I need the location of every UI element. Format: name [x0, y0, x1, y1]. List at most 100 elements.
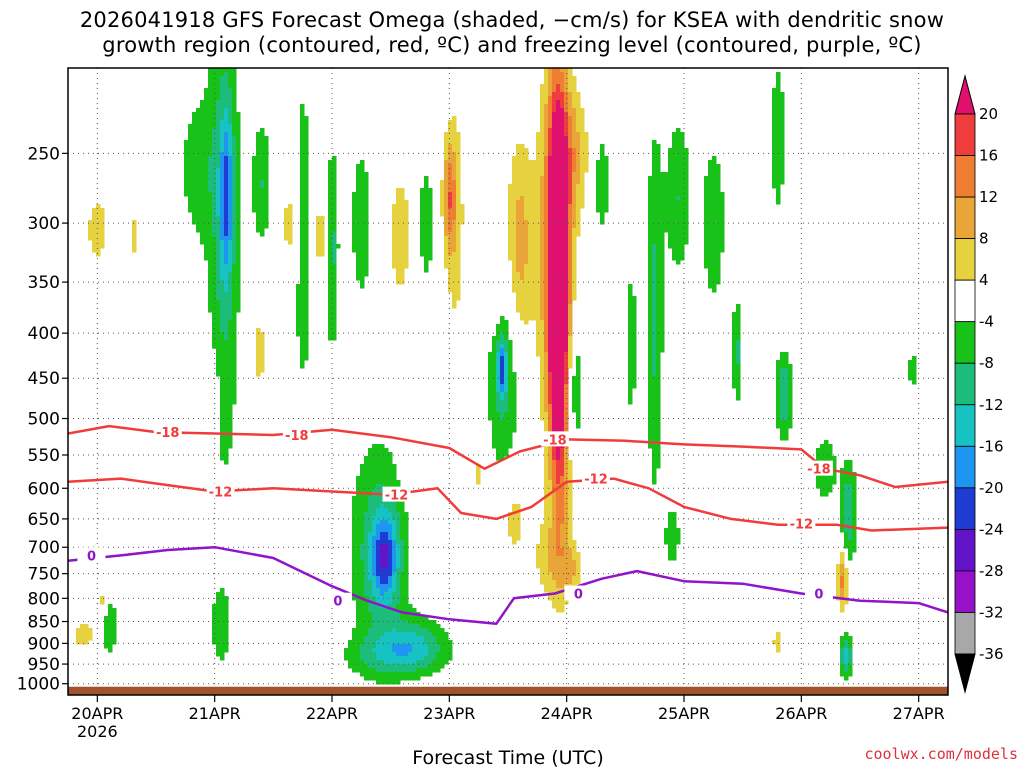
omega-cell [404, 540, 409, 545]
omega-cell [836, 592, 841, 597]
omega-cell [224, 284, 229, 289]
omega-cell [332, 252, 337, 257]
omega-cell [288, 204, 293, 209]
omega-cell [448, 216, 457, 221]
omega-cell [296, 328, 309, 333]
omega-cell [216, 248, 221, 253]
omega-cell [736, 396, 741, 401]
omega-cell [328, 184, 337, 189]
source-credit[interactable]: coolwx.com/models [864, 745, 1018, 763]
omega-cell [448, 244, 457, 249]
omega-cell [344, 648, 361, 653]
colorbar-bin [954, 196, 976, 240]
omega-cell [564, 84, 569, 89]
omega-cell [536, 324, 545, 329]
omega-cell [256, 132, 265, 137]
omega-cell [572, 136, 581, 141]
omega-cell [356, 180, 369, 185]
omega-cell [568, 132, 573, 137]
omega-cell [224, 168, 229, 173]
omega-cell [656, 272, 665, 277]
omega-cell [572, 268, 577, 273]
omega-cell [508, 192, 541, 197]
omega-cell [396, 580, 401, 585]
omega-cell [356, 608, 369, 613]
omega-cell [652, 288, 657, 293]
omega-cell [544, 472, 549, 477]
omega-cell [568, 128, 573, 133]
omega-cell [216, 116, 225, 121]
omega-cell [228, 232, 233, 237]
omega-cell [648, 380, 661, 385]
omega-cell [392, 552, 397, 557]
omega-cell [544, 136, 549, 141]
omega-cell [544, 232, 549, 237]
omega-cell [656, 268, 665, 273]
omega-cell [840, 556, 845, 561]
omega-cell [372, 516, 393, 521]
omega-cell [256, 212, 269, 217]
omega-cell [628, 328, 637, 333]
omega-cell [556, 512, 565, 517]
omega-cell [516, 228, 529, 233]
omega-cell [216, 348, 237, 353]
omega-cell [392, 560, 397, 565]
omega-cell [572, 116, 577, 121]
omega-cell [352, 228, 369, 233]
omega-cell [648, 428, 661, 433]
omega-cell [848, 656, 853, 661]
omega-cell [772, 112, 785, 117]
omega-cell [300, 168, 309, 173]
omega-cell [216, 284, 225, 289]
omega-cell [736, 304, 741, 309]
colorbar-bottom-arrow [954, 653, 976, 694]
omega-cell [548, 284, 569, 289]
omega-cell [232, 272, 241, 277]
omega-cell [220, 400, 237, 405]
omega-cell [364, 536, 369, 541]
omega-cell [548, 264, 569, 269]
omega-cell [548, 344, 569, 349]
omega-cell [388, 556, 393, 561]
omega-cell [256, 140, 269, 145]
omega-cell [444, 260, 461, 265]
omega-cell [656, 252, 665, 257]
omega-cell [568, 104, 573, 109]
omega-cell [572, 224, 577, 229]
omega-cell [648, 216, 689, 221]
omega-cell [504, 392, 509, 397]
omega-cell [448, 128, 457, 133]
omega-cell [544, 476, 549, 481]
omega-cell [548, 224, 569, 229]
omega-cell [508, 252, 517, 257]
omega-cell [552, 420, 565, 425]
omega-cell [508, 200, 517, 205]
omega-cell [372, 548, 377, 553]
omega-cell [548, 104, 553, 109]
omega-cell [552, 392, 565, 397]
omega-cell [220, 328, 229, 333]
omega-cell [544, 500, 553, 505]
omega-cell [564, 472, 569, 477]
omega-cell [776, 632, 781, 637]
omega-cell [544, 312, 549, 317]
omega-cell [440, 200, 445, 205]
omega-cell [288, 240, 293, 245]
omega-cell [364, 512, 377, 517]
omega-cell [568, 212, 573, 217]
colorbar-label: -4 [979, 313, 994, 331]
omega-cell [568, 464, 573, 469]
omega-cell [236, 220, 241, 225]
omega-cell [596, 164, 609, 169]
omega-cell [516, 232, 529, 237]
omega-cell [568, 196, 573, 201]
omega-cell [300, 352, 309, 357]
omega-cell [220, 164, 225, 169]
colorbar-label: -32 [979, 603, 1004, 621]
omega-cell [540, 128, 545, 133]
omega-cell [780, 372, 789, 377]
omega-cell [444, 152, 449, 157]
omega-cell [396, 268, 405, 273]
omega-cell [572, 232, 581, 237]
omega-cell [568, 472, 573, 477]
